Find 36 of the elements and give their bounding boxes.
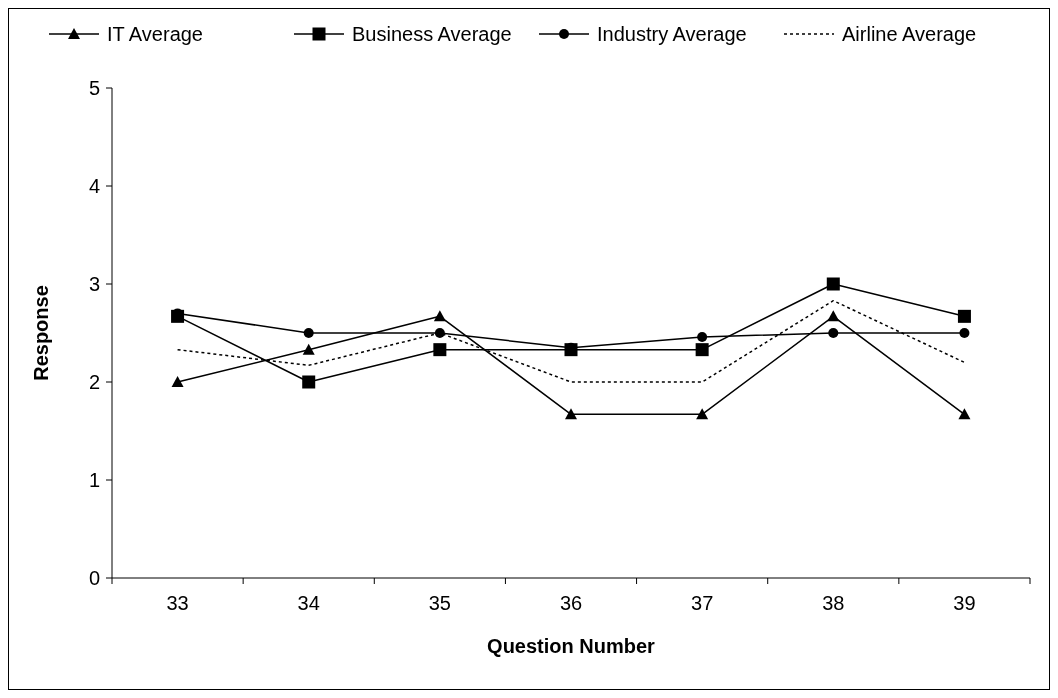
point xyxy=(958,408,971,420)
x-tick-label: 33 xyxy=(166,592,189,614)
y-axis-title: Response xyxy=(30,285,52,381)
point xyxy=(433,310,446,322)
point xyxy=(826,277,840,291)
x-tick-label: 37 xyxy=(691,592,714,614)
point xyxy=(171,376,184,387)
point xyxy=(303,328,314,338)
point xyxy=(697,331,708,342)
x-tick-label: 39 xyxy=(953,592,976,614)
point xyxy=(828,328,839,338)
legend-label: IT Average xyxy=(107,23,203,45)
legend-label: Airline Average xyxy=(842,23,977,45)
x-tick-label: 34 xyxy=(297,592,320,614)
legend-label: Industry Average xyxy=(597,23,747,45)
x-tick-label: 35 xyxy=(428,592,451,614)
point xyxy=(959,328,970,338)
y-tick-label: 3 xyxy=(88,273,100,295)
point xyxy=(302,343,315,355)
x-tick-label: 38 xyxy=(822,592,845,614)
point xyxy=(695,343,709,357)
y-tick-label: 5 xyxy=(88,77,100,99)
point xyxy=(957,309,971,323)
point xyxy=(696,408,709,420)
point xyxy=(827,310,840,322)
point xyxy=(433,343,447,357)
legend-label: Business Average xyxy=(352,23,512,45)
x-axis-title: Question Number xyxy=(487,635,656,657)
x-tick-label: 36 xyxy=(559,592,583,614)
y-tick-label: 1 xyxy=(88,469,100,491)
point xyxy=(302,375,316,389)
y-tick-label: 2 xyxy=(88,371,100,393)
y-tick-label: 0 xyxy=(88,567,100,589)
point xyxy=(565,408,577,420)
point xyxy=(434,328,445,338)
y-tick-label: 4 xyxy=(88,175,100,197)
